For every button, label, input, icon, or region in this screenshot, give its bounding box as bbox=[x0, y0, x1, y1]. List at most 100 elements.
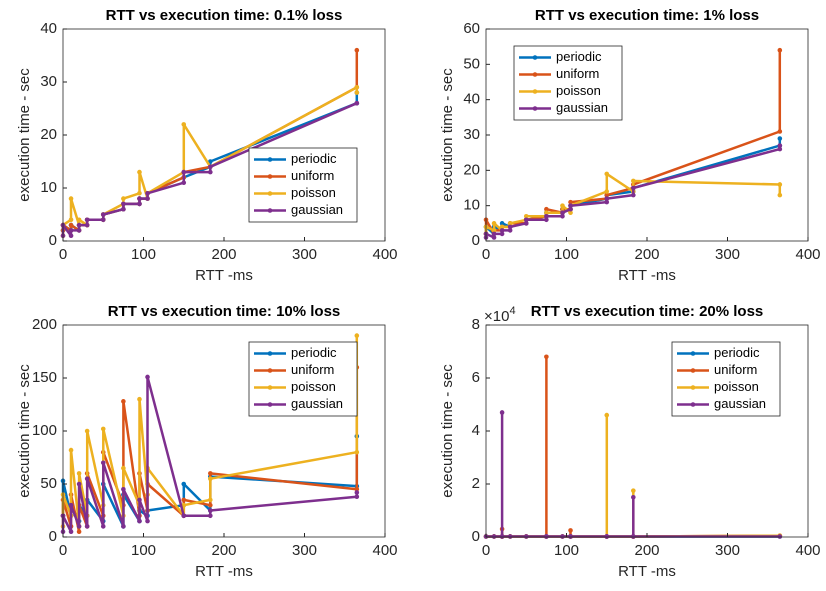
data-point bbox=[354, 449, 360, 455]
y-tick-label: 2 bbox=[472, 475, 480, 492]
data-point bbox=[137, 518, 142, 524]
data-point bbox=[568, 203, 573, 208]
data-point bbox=[507, 224, 513, 230]
data-point bbox=[604, 534, 610, 539]
y-tick-label: 100 bbox=[32, 422, 57, 439]
legend-label: poisson bbox=[714, 379, 759, 394]
data-point bbox=[544, 354, 549, 360]
data-point bbox=[137, 497, 142, 503]
x-tick-label: 0 bbox=[482, 542, 490, 559]
x-tick-label: 400 bbox=[795, 542, 820, 559]
legend-label: periodic bbox=[291, 151, 337, 166]
data-point bbox=[84, 217, 90, 223]
data-point bbox=[631, 185, 636, 191]
x-tick-label: 0 bbox=[59, 246, 67, 263]
data-point bbox=[560, 210, 565, 216]
x-tick-label: 400 bbox=[372, 246, 397, 263]
data-point bbox=[523, 217, 529, 223]
y-axis-label: execution time - sec bbox=[16, 68, 33, 202]
data-point bbox=[568, 210, 573, 216]
data-point bbox=[68, 228, 74, 233]
y-tick-label: 200 bbox=[32, 316, 57, 333]
data-point bbox=[777, 534, 783, 539]
data-point bbox=[68, 529, 74, 534]
y-tick-label: 20 bbox=[40, 126, 57, 143]
legend-label: gaussian bbox=[291, 396, 343, 411]
data-point bbox=[208, 497, 213, 503]
data-point bbox=[631, 534, 636, 539]
data-point bbox=[84, 476, 90, 482]
legend-label: periodic bbox=[714, 345, 760, 360]
legend: periodic uniform poisson gaussian bbox=[248, 341, 358, 417]
data-point bbox=[100, 524, 106, 529]
data-point bbox=[568, 206, 573, 212]
data-point bbox=[544, 210, 549, 216]
legend-marker bbox=[690, 368, 696, 373]
y-tick-label: 150 bbox=[32, 369, 57, 386]
y-tick-label: 60 bbox=[463, 20, 480, 37]
chart-title: RTT vs execution time: 1% loss bbox=[535, 7, 759, 24]
data-point bbox=[354, 85, 360, 90]
data-point bbox=[631, 178, 636, 184]
y-tick-label: 0 bbox=[472, 528, 480, 545]
y-tick-label: 0 bbox=[49, 528, 57, 545]
data-point bbox=[68, 196, 74, 201]
data-point bbox=[76, 529, 82, 534]
data-point bbox=[560, 203, 565, 208]
data-point bbox=[777, 182, 783, 187]
data-point bbox=[121, 201, 126, 207]
data-point bbox=[181, 513, 187, 519]
data-point bbox=[560, 213, 565, 219]
data-point bbox=[604, 192, 610, 198]
data-point bbox=[631, 192, 636, 198]
data-point bbox=[137, 201, 142, 207]
y-tick-label: 0 bbox=[49, 232, 57, 249]
legend-marker bbox=[532, 89, 538, 94]
legend-label: periodic bbox=[556, 49, 602, 64]
legend-label: gaussian bbox=[291, 202, 343, 217]
x-tick-label: 300 bbox=[292, 246, 317, 263]
legend-label: periodic bbox=[291, 345, 337, 360]
legend-marker bbox=[532, 106, 538, 111]
y-tick-label: 40 bbox=[40, 20, 57, 37]
y-exponent-power: 4 bbox=[509, 305, 515, 317]
data-point bbox=[777, 146, 783, 152]
y-tick-label: 50 bbox=[40, 475, 57, 492]
data-point bbox=[68, 222, 74, 228]
data-point bbox=[145, 374, 150, 380]
y-axis-label: execution time - sec bbox=[16, 364, 33, 498]
data-point bbox=[84, 524, 90, 529]
legend-marker bbox=[690, 385, 696, 390]
data-point bbox=[354, 494, 360, 500]
data-point bbox=[181, 169, 187, 175]
data-point bbox=[604, 189, 610, 194]
y-tick-label: 20 bbox=[463, 161, 480, 178]
data-point bbox=[523, 534, 529, 539]
x-tick-label: 100 bbox=[131, 542, 156, 559]
y-tick-label: 8 bbox=[472, 316, 480, 333]
data-point bbox=[491, 231, 497, 237]
data-point bbox=[777, 136, 783, 141]
x-tick-label: 300 bbox=[715, 246, 740, 263]
data-point bbox=[568, 199, 573, 205]
x-tick-label: 200 bbox=[634, 542, 659, 559]
data-point bbox=[76, 228, 82, 233]
data-point bbox=[499, 410, 505, 415]
data-point bbox=[76, 481, 82, 487]
x-axis-label: RTT -ms bbox=[195, 267, 253, 284]
data-point bbox=[499, 228, 505, 233]
axes: 0 100 200 300 400 0 2 4 6 8 RTT -ms execution time … bbox=[439, 303, 821, 580]
data-point bbox=[777, 143, 783, 148]
data-point bbox=[499, 231, 505, 237]
data-point bbox=[523, 221, 529, 226]
legend-marker bbox=[690, 402, 696, 407]
data-point bbox=[523, 213, 529, 219]
axes: 0 100 200 300 400 0 10 20 30 40 RTT -ms execution t… bbox=[16, 7, 398, 284]
data-point bbox=[100, 212, 106, 217]
data-point bbox=[68, 217, 74, 223]
legend: periodic uniform poisson gaussian bbox=[248, 147, 358, 223]
x-tick-label: 0 bbox=[59, 542, 67, 559]
legend-marker bbox=[690, 351, 696, 356]
data-point bbox=[507, 534, 513, 539]
data-point bbox=[777, 192, 783, 198]
